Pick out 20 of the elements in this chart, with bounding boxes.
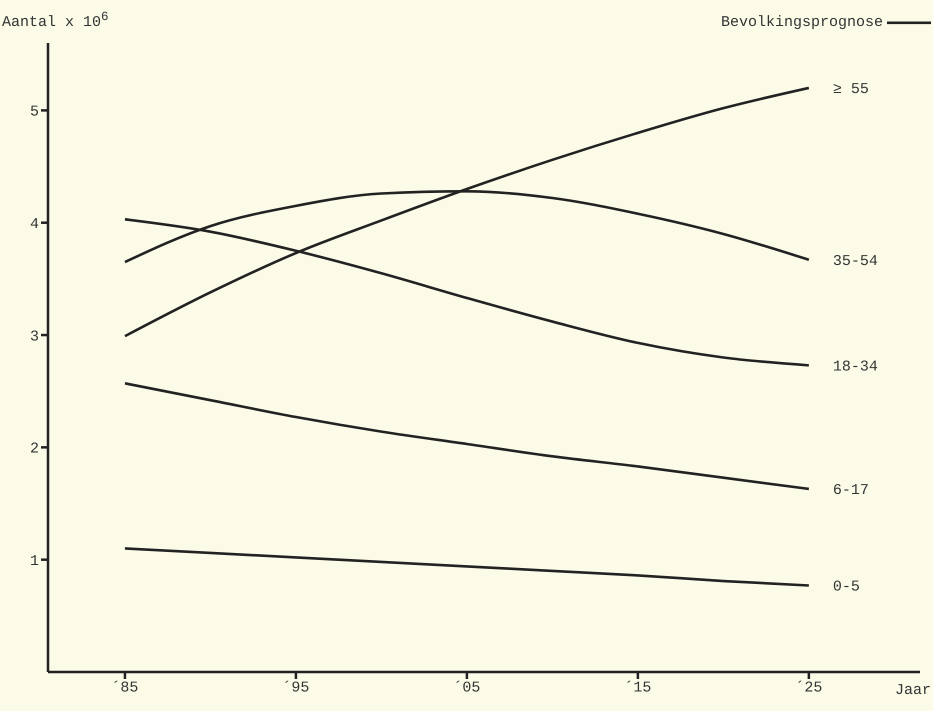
x-tick-label: ´05 [453, 680, 480, 697]
line-series [124, 382, 810, 490]
y-tick-label: 2 [30, 440, 39, 458]
series-label: 35-54 [832, 252, 878, 270]
x-tick-label: ´95 [282, 680, 310, 697]
y-tick-label: 5 [30, 104, 39, 121]
x-tick-label: ´85 [111, 680, 138, 697]
series-label: 18-34 [832, 358, 878, 376]
series-label: 0-5 [832, 578, 860, 596]
x-tick-label: ´25 [795, 680, 822, 697]
y-tick-label: 4 [30, 216, 39, 234]
line-series [124, 547, 810, 587]
chart-title: Bevolkingsprognose [720, 14, 883, 31]
x-tick-label: ´15 [624, 680, 652, 697]
x-axis-title: Jaar [894, 682, 931, 699]
y-tick-label: 3 [30, 328, 39, 346]
y-tick-label: 1 [30, 553, 39, 570]
series-label: ≥ 55 [832, 80, 869, 98]
y-axis-title: Aantal x 10$^{6}$ [2, 10, 109, 31]
series-label: 6-17 [832, 482, 869, 499]
